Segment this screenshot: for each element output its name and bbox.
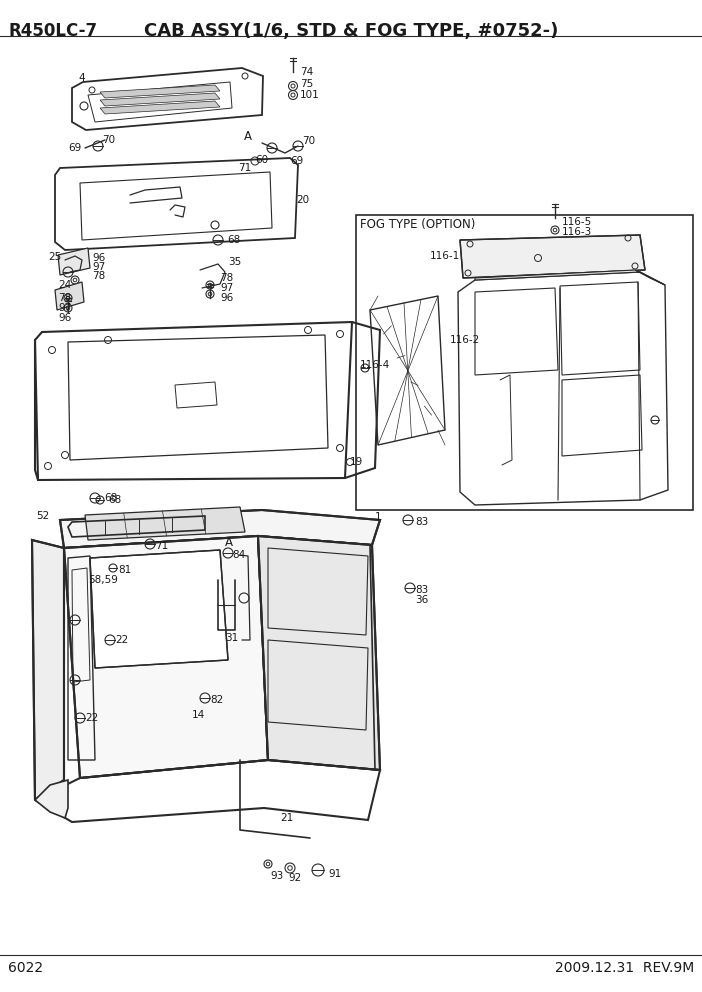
Polygon shape <box>100 85 220 98</box>
Text: 82: 82 <box>210 695 223 705</box>
Text: 60: 60 <box>255 155 268 165</box>
Text: 101: 101 <box>300 90 319 100</box>
Text: 6022: 6022 <box>8 961 43 975</box>
Text: 116-1: 116-1 <box>430 251 461 261</box>
Text: 52: 52 <box>36 511 49 521</box>
Text: 81: 81 <box>118 565 131 575</box>
Text: 69: 69 <box>290 156 303 166</box>
Text: 116-3: 116-3 <box>562 227 592 237</box>
Text: 83: 83 <box>415 585 428 595</box>
Text: 1: 1 <box>375 512 382 522</box>
Polygon shape <box>32 540 64 800</box>
Text: 68: 68 <box>108 495 121 505</box>
Text: 31: 31 <box>225 633 238 643</box>
Text: 96: 96 <box>220 293 233 303</box>
Text: 74: 74 <box>300 67 313 77</box>
Polygon shape <box>64 536 268 778</box>
Text: 2009.12.31  REV.9M: 2009.12.31 REV.9M <box>555 961 694 975</box>
Text: 84: 84 <box>232 550 245 560</box>
Text: 96: 96 <box>58 313 71 323</box>
Text: A: A <box>225 537 233 550</box>
Text: 25: 25 <box>48 252 61 262</box>
Text: 78: 78 <box>58 293 71 303</box>
Text: 68: 68 <box>227 235 240 245</box>
Text: CAB ASSY(1/6, STD & FOG TYPE, #0752-): CAB ASSY(1/6, STD & FOG TYPE, #0752-) <box>144 22 558 40</box>
Polygon shape <box>60 510 380 548</box>
Text: 20: 20 <box>296 195 309 205</box>
Text: 97: 97 <box>220 283 233 293</box>
Text: 97: 97 <box>58 303 71 313</box>
Text: 69: 69 <box>68 143 81 153</box>
Polygon shape <box>475 270 665 285</box>
Polygon shape <box>85 507 245 540</box>
Text: 71: 71 <box>155 541 168 551</box>
Polygon shape <box>58 248 90 275</box>
Text: 97: 97 <box>92 262 105 272</box>
Polygon shape <box>258 536 380 770</box>
Text: 58,59: 58,59 <box>88 575 118 585</box>
Text: 22: 22 <box>115 635 128 645</box>
Text: 14: 14 <box>192 710 205 720</box>
Text: 93: 93 <box>270 871 283 881</box>
Text: 70: 70 <box>302 136 315 146</box>
Polygon shape <box>35 780 68 818</box>
Text: 78: 78 <box>92 271 105 281</box>
Text: 116-5: 116-5 <box>562 217 592 227</box>
Text: 83: 83 <box>415 517 428 527</box>
Polygon shape <box>100 93 220 106</box>
Polygon shape <box>90 550 228 668</box>
Text: 21: 21 <box>280 813 293 823</box>
Text: 116-4: 116-4 <box>360 360 390 370</box>
Polygon shape <box>460 235 645 278</box>
Text: 96: 96 <box>92 253 105 263</box>
Text: 19: 19 <box>350 457 363 467</box>
Polygon shape <box>100 101 220 114</box>
Text: 22: 22 <box>85 713 98 723</box>
Text: A: A <box>244 131 252 144</box>
Text: 91: 91 <box>328 869 341 879</box>
Text: FOG TYPE (OPTION): FOG TYPE (OPTION) <box>360 218 475 231</box>
Text: 35: 35 <box>228 257 241 267</box>
Text: R450LC-7: R450LC-7 <box>8 22 97 40</box>
Text: 71: 71 <box>238 163 251 173</box>
Text: 68: 68 <box>104 493 117 503</box>
Polygon shape <box>55 282 84 310</box>
Text: 75: 75 <box>300 79 313 89</box>
Text: 78: 78 <box>220 273 233 283</box>
Text: 116-2: 116-2 <box>450 335 480 345</box>
Text: 36: 36 <box>415 595 428 605</box>
Text: 4: 4 <box>78 73 85 83</box>
Text: 70: 70 <box>102 135 115 145</box>
Text: 24: 24 <box>58 280 71 290</box>
Text: 92: 92 <box>288 873 301 883</box>
